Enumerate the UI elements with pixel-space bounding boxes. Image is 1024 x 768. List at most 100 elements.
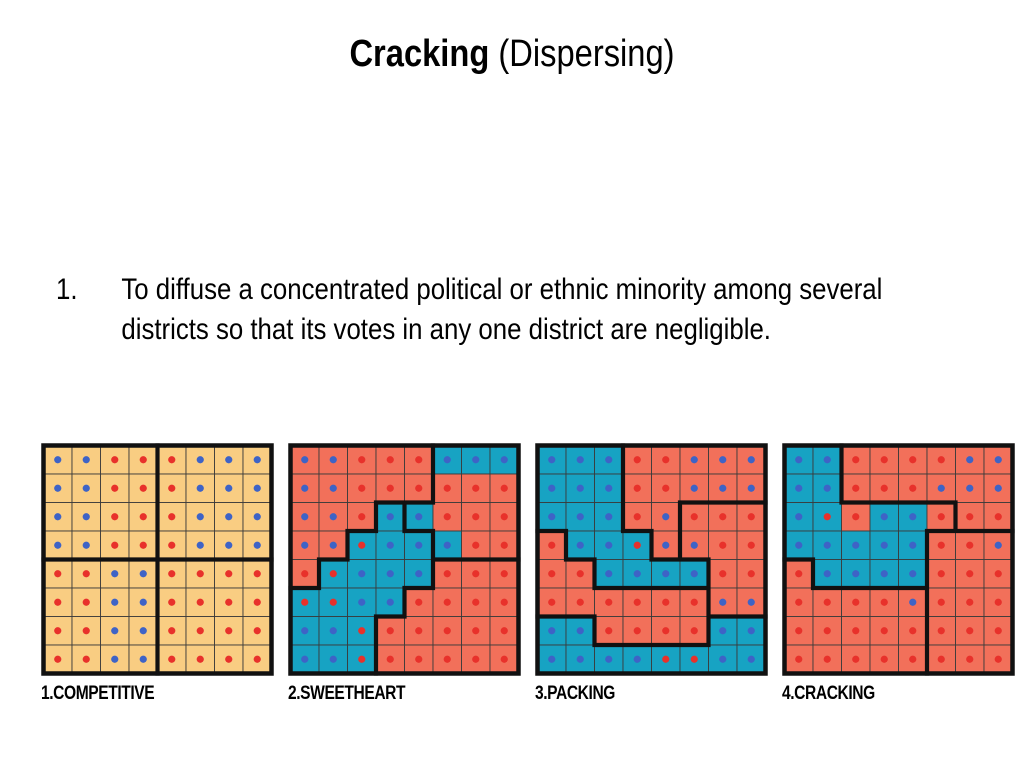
blue-voter-dot: [225, 541, 233, 549]
blue-voter-dot: [719, 456, 727, 464]
blue-voter-dot: [415, 513, 423, 521]
blue-voter-dot: [301, 484, 309, 492]
blue-voter-dot: [823, 456, 831, 464]
red-voter-dot: [937, 513, 945, 521]
red-voter-dot: [500, 570, 508, 578]
red-voter-dot: [139, 541, 147, 549]
red-voter-dot: [168, 598, 176, 606]
red-voter-dot: [111, 456, 119, 464]
diagram-competitive-grid: [41, 443, 274, 676]
red-voter-dot: [139, 484, 147, 492]
bullet-number: 1.: [56, 273, 78, 306]
diagram-sweetheart-grid: [288, 443, 521, 676]
red-voter-dot: [472, 570, 480, 578]
red-voter-dot: [662, 627, 670, 635]
red-voter-dot: [253, 598, 261, 606]
blue-voter-dot: [111, 655, 119, 663]
red-voter-dot: [823, 627, 831, 635]
blue-voter-dot: [747, 627, 755, 635]
red-voter-dot: [358, 513, 366, 521]
red-voter-dot: [386, 627, 394, 635]
red-voter-dot: [662, 484, 670, 492]
blue-voter-dot: [386, 598, 394, 606]
blue-voter-dot: [747, 598, 755, 606]
red-voter-dot: [966, 598, 974, 606]
blue-voter-dot: [329, 655, 337, 663]
red-voter-dot: [909, 484, 917, 492]
blue-voter-dot: [82, 456, 90, 464]
red-voter-dot: [852, 456, 860, 464]
red-voter-dot: [633, 513, 641, 521]
blue-voter-dot: [54, 456, 62, 464]
blue-voter-dot: [139, 655, 147, 663]
red-voter-dot: [415, 484, 423, 492]
red-voter-dot: [54, 598, 62, 606]
red-voter-dot: [386, 456, 394, 464]
red-voter-dot: [937, 570, 945, 578]
blue-voter-dot: [196, 541, 204, 549]
blue-voter-dot: [690, 484, 698, 492]
red-voter-dot: [852, 484, 860, 492]
blue-voter-dot: [880, 570, 888, 578]
red-voter-dot: [225, 655, 233, 663]
red-voter-dot: [301, 570, 309, 578]
blue-voter-dot: [139, 570, 147, 578]
red-voter-dot: [415, 655, 423, 663]
blue-voter-dot: [690, 456, 698, 464]
red-voter-dot: [196, 570, 204, 578]
red-voter-dot: [443, 655, 451, 663]
red-voter-dot: [994, 570, 1002, 578]
red-voter-dot: [253, 627, 261, 635]
blue-voter-dot: [301, 513, 309, 521]
red-voter-dot: [823, 655, 831, 663]
blue-voter-dot: [329, 627, 337, 635]
grid-cell: [318, 616, 348, 646]
blue-voter-dot: [329, 484, 337, 492]
red-voter-dot: [690, 598, 698, 606]
blue-voter-dot: [690, 541, 698, 549]
diagram-cracking: [782, 443, 1015, 676]
red-voter-dot: [196, 598, 204, 606]
blue-voter-dot: [662, 513, 670, 521]
blue-voter-dot: [880, 541, 888, 549]
red-voter-dot: [168, 627, 176, 635]
red-voter-dot: [880, 655, 888, 663]
red-voter-dot: [548, 598, 556, 606]
red-voter-dot: [633, 456, 641, 464]
blue-voter-dot: [301, 627, 309, 635]
red-voter-dot: [662, 456, 670, 464]
red-voter-dot: [472, 598, 480, 606]
red-voter-dot: [994, 627, 1002, 635]
red-voter-dot: [168, 456, 176, 464]
blue-voter-dot: [719, 484, 727, 492]
red-voter-dot: [168, 484, 176, 492]
blue-voter-dot: [225, 484, 233, 492]
red-voter-dot: [358, 456, 366, 464]
red-voter-dot: [500, 513, 508, 521]
blue-voter-dot: [576, 541, 584, 549]
red-voter-dot: [82, 655, 90, 663]
blue-voter-dot: [54, 541, 62, 549]
blue-voter-dot: [690, 570, 698, 578]
blue-voter-dot: [719, 598, 727, 606]
red-voter-dot: [966, 541, 974, 549]
red-voter-dot: [880, 456, 888, 464]
blue-voter-dot: [196, 484, 204, 492]
blue-voter-dot: [576, 456, 584, 464]
blue-voter-dot: [548, 513, 556, 521]
red-voter-dot: [500, 627, 508, 635]
blue-voter-dot: [605, 570, 613, 578]
caption-competitive: 1.COMPETITIVE: [41, 683, 155, 704]
red-voter-dot: [54, 655, 62, 663]
blue-voter-dot: [139, 627, 147, 635]
diagram-packing: [535, 443, 768, 676]
grid-cell: [955, 473, 985, 503]
red-voter-dot: [633, 598, 641, 606]
red-voter-dot: [909, 655, 917, 663]
red-voter-dot: [358, 655, 366, 663]
red-voter-dot: [994, 513, 1002, 521]
diagram-sweetheart: [288, 443, 521, 676]
blue-voter-dot: [358, 570, 366, 578]
blue-voter-dot: [937, 484, 945, 492]
red-voter-dot: [937, 627, 945, 635]
